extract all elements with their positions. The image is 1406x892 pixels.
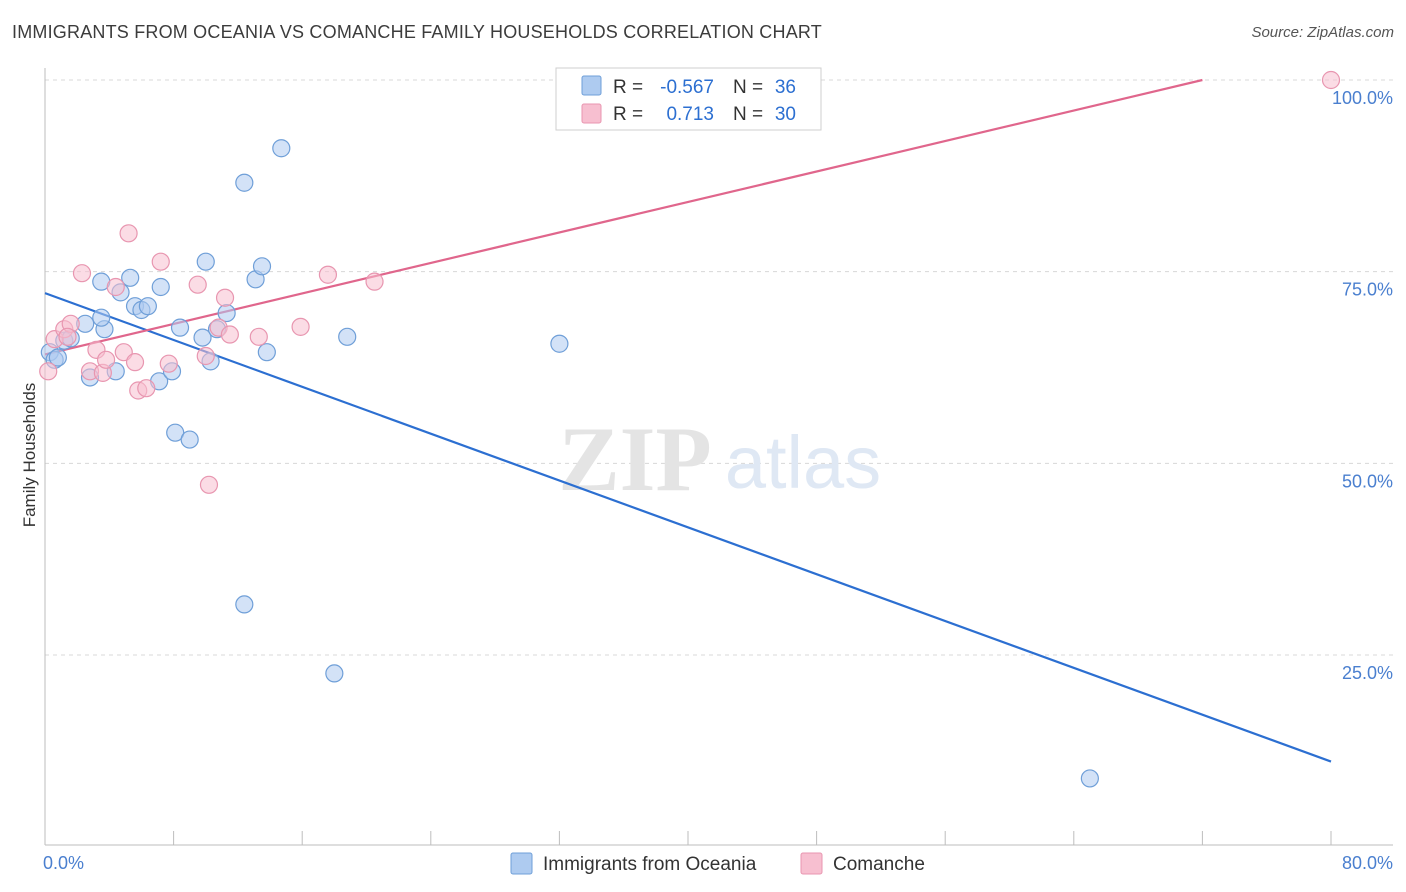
point-oceania [235,173,254,192]
point-oceania [272,139,291,158]
axes [44,68,1393,846]
y-tick-label: 25.0% [1342,663,1393,683]
r-value-blue: -0.567 [660,77,714,98]
point-comanche [215,288,235,307]
n-value-pink: 30 [775,104,796,125]
point-comanche [58,327,77,346]
legend-swatch-oceania [510,852,533,875]
point-comanche [39,362,58,381]
n-label-pink: N = [733,104,763,125]
point-oceania [151,277,170,297]
y-tick-label: 75.0% [1342,280,1393,300]
point-oceania [196,252,215,271]
r-label-blue: R = [613,77,643,98]
point-comanche [137,379,156,398]
point-oceania [193,328,212,347]
point-comanche [365,272,384,291]
x-tick-label: 80.0% [1342,853,1393,873]
point-comanche [249,327,268,346]
point-comanche [72,264,92,283]
stats-legend: R = -0.567 N = 36 R = 0.713 N = 30 [555,67,822,131]
point-comanche [1321,70,1341,90]
point-oceania [180,430,199,449]
source-credit: Source: ZipAtlas.com [1251,24,1394,41]
point-oceania [1080,769,1099,788]
point-oceania [121,268,140,287]
y-tick-label: 100.0% [1332,88,1393,108]
trend-line-comanche [44,78,1203,356]
data-points [39,70,1341,788]
trend-line-oceania [44,292,1332,763]
legend-label-oceania: Immigrants from Oceania [543,854,757,875]
point-comanche [291,317,310,336]
point-oceania [48,348,67,367]
point-oceania [550,334,569,353]
point-oceania [235,595,254,614]
tick-labels: 25.0% 50.0% 75.0% 100.0% 0.0% 80.0% [43,88,1393,873]
n-value-blue: 36 [775,77,796,98]
watermark: ZIP atlas [558,408,881,510]
point-comanche [318,265,338,284]
stats-legend-swatch-blue [581,75,602,96]
point-oceania [338,327,357,346]
stats-legend-swatch-pink [581,103,602,124]
y-tick-label: 50.0% [1342,471,1393,491]
point-comanche [199,475,219,494]
gridlines [45,79,1393,656]
r-value-pink: 0.713 [666,104,714,125]
point-comanche [106,277,125,297]
point-comanche [96,350,116,369]
point-oceania [138,297,157,316]
point-oceania [257,343,276,362]
point-oceania [170,318,190,337]
point-comanche [196,346,215,366]
point-comanche [220,325,239,344]
point-comanche [151,252,170,271]
point-oceania [325,664,344,683]
point-oceania [92,308,111,327]
trend-lines [44,78,1332,763]
legend-swatch-comanche [800,852,823,875]
point-oceania [166,423,185,442]
point-comanche [125,353,145,372]
point-comanche [159,354,178,373]
watermark-atlas: atlas [725,421,881,504]
point-comanche [188,275,207,294]
x-tick-label: 0.0% [43,853,84,873]
point-oceania [252,257,272,276]
watermark-zip: ZIP [558,408,711,510]
n-label-blue: N = [733,77,763,98]
series-legend: Immigrants from Oceania Comanche [510,852,925,875]
point-comanche [119,224,138,243]
legend-label-comanche: Comanche [833,854,925,875]
chart-title: IMMIGRANTS FROM OCEANIA VS COMANCHE FAMI… [12,22,822,42]
r-label-pink: R = [613,104,643,125]
